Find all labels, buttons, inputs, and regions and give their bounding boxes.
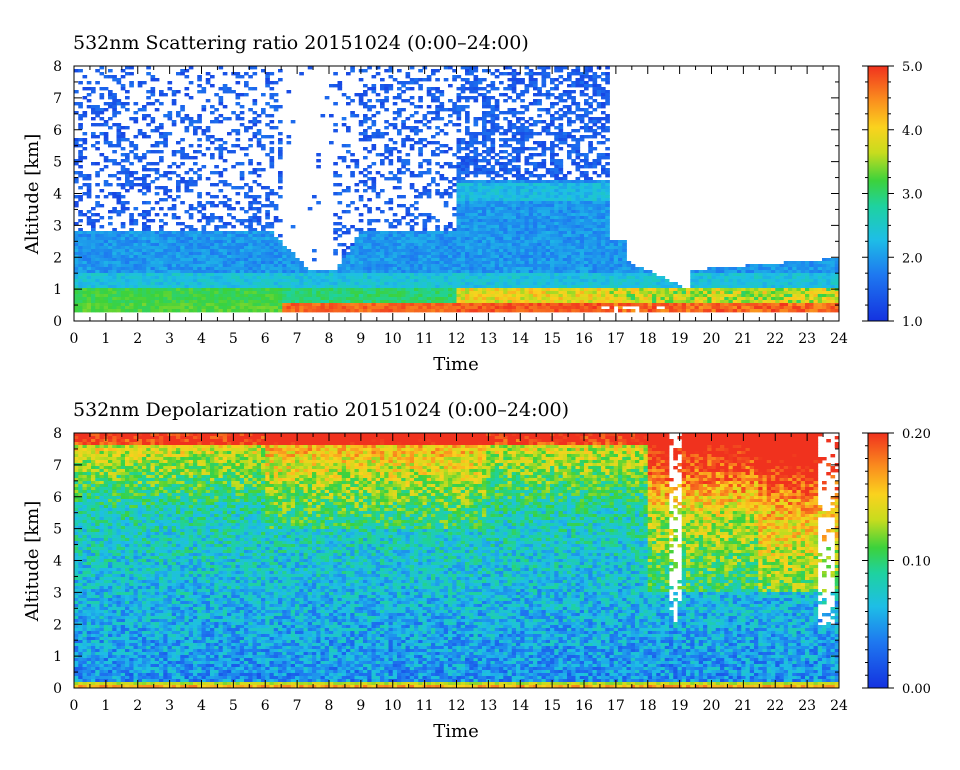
x-tick-label: 13 [479, 698, 497, 714]
x-tick-label: 5 [229, 698, 238, 714]
y-tick-label: 6 [53, 490, 62, 506]
colorbar-tick-label: 2.0 [902, 251, 923, 266]
y-tick-label: 0 [53, 681, 62, 697]
y-tick-label: 7 [53, 458, 62, 474]
y-tick-label: 8 [53, 59, 62, 75]
y-tick-label: 5 [53, 155, 62, 171]
x-tick-label: 8 [325, 698, 334, 714]
x-tick-label: 1 [101, 698, 110, 714]
x-tick-labels: 0 1 2 3 4 5 6 7 8 9 10 11 12 13 14 15 16 17 18 19 20 21 22 23 24 [70, 331, 848, 347]
x-tick-label: 18 [639, 331, 657, 347]
heatmap-image [74, 433, 839, 688]
x-tick-label: 11 [416, 698, 434, 714]
chart-panel-depolarization: 532nm Depolarization ratio 20151024 (0:0… [22, 399, 931, 742]
colorbar-tick-label: 0.20 [902, 427, 931, 442]
x-tick-label: 22 [766, 331, 784, 347]
x-tick-label: 11 [416, 331, 434, 347]
y-tick-label: 4 [53, 187, 62, 203]
x-tick-label: 16 [575, 331, 593, 347]
y-tick-label: 1 [53, 282, 62, 298]
x-tick-label: 6 [261, 331, 270, 347]
y-tick-label: 7 [53, 91, 62, 107]
chart-panel-scattering: 532nm Scattering ratio 20151024 (0:00–24… [22, 32, 923, 375]
y-axis-label: Altitude [km] [22, 134, 43, 256]
x-tick-label: 4 [197, 331, 206, 347]
x-tick-label: 7 [293, 331, 302, 347]
colorbar-gradient [868, 433, 888, 688]
x-tick-label: 21 [734, 331, 752, 347]
x-tick-label: 10 [384, 331, 402, 347]
colorbar: 0.00 0.10 0.20 [862, 427, 931, 697]
colorbar-tick-label: 4.0 [902, 124, 923, 139]
chart-title: 532nm Scattering ratio 20151024 (0:00–24… [73, 32, 529, 54]
y-tick-labels: 0 1 2 3 4 5 6 7 8 [53, 426, 62, 697]
x-tick-label: 14 [511, 698, 529, 714]
x-tick-label: 9 [356, 698, 365, 714]
y-tick-label: 3 [53, 218, 62, 234]
x-tick-label: 7 [293, 698, 302, 714]
x-tick-label: 24 [830, 698, 848, 714]
x-tick-label: 0 [70, 331, 79, 347]
colorbar: 1.0 2.0 3.0 4.0 5.0 [862, 60, 923, 330]
heatmap-image [74, 66, 839, 321]
x-axis-label: Time [433, 354, 478, 375]
y-tick-label: 4 [53, 554, 62, 570]
x-tick-label: 1 [101, 331, 110, 347]
x-tick-label: 19 [671, 698, 689, 714]
x-tick-label: 9 [356, 331, 365, 347]
x-tick-label: 18 [639, 698, 657, 714]
x-tick-label: 16 [575, 698, 593, 714]
x-tick-label: 20 [703, 698, 721, 714]
colorbar-tick-label: 1.0 [902, 315, 923, 330]
y-tick-label: 2 [53, 617, 62, 633]
x-tick-label: 0 [70, 698, 79, 714]
x-tick-label: 2 [133, 331, 142, 347]
x-tick-label: 3 [165, 331, 174, 347]
y-tick-label: 5 [53, 522, 62, 538]
x-tick-label: 6 [261, 698, 270, 714]
x-tick-label: 14 [511, 331, 529, 347]
x-tick-label: 3 [165, 698, 174, 714]
y-tick-label: 6 [53, 123, 62, 139]
colorbar-tick-label: 3.0 [902, 188, 923, 203]
x-tick-label: 15 [543, 331, 561, 347]
y-axis-label: Altitude [km] [22, 501, 43, 623]
x-tick-label: 21 [734, 698, 752, 714]
x-tick-labels: 0 1 2 3 4 5 6 7 8 9 10 11 12 13 14 15 16 17 18 19 20 21 22 23 24 [70, 698, 848, 714]
y-tick-label: 3 [53, 585, 62, 601]
x-tick-label: 20 [703, 331, 721, 347]
colorbar-tick-label: 5.0 [902, 60, 923, 75]
x-tick-label: 23 [798, 331, 816, 347]
x-axis-label: Time [433, 721, 478, 742]
x-tick-label: 22 [766, 698, 784, 714]
x-tick-label: 24 [830, 331, 848, 347]
x-tick-label: 12 [448, 698, 466, 714]
x-tick-label: 5 [229, 331, 238, 347]
chart-title: 532nm Depolarization ratio 20151024 (0:0… [73, 399, 569, 421]
x-tick-label: 8 [325, 331, 334, 347]
x-tick-label: 12 [448, 331, 466, 347]
colorbar-gradient [868, 66, 888, 321]
x-tick-label: 2 [133, 698, 142, 714]
x-tick-label: 17 [607, 698, 625, 714]
y-tick-labels: 0 1 2 3 4 5 6 7 8 [53, 59, 62, 330]
x-tick-label: 10 [384, 698, 402, 714]
colorbar-tick-label: 0.00 [902, 682, 931, 697]
x-tick-label: 19 [671, 331, 689, 347]
y-tick-label: 1 [53, 649, 62, 665]
y-tick-label: 2 [53, 250, 62, 266]
x-tick-label: 13 [479, 331, 497, 347]
x-tick-label: 23 [798, 698, 816, 714]
y-tick-label: 8 [53, 426, 62, 442]
x-tick-label: 17 [607, 331, 625, 347]
x-tick-label: 15 [543, 698, 561, 714]
y-tick-label: 0 [53, 314, 62, 330]
colorbar-tick-label: 0.10 [902, 555, 931, 570]
x-tick-label: 4 [197, 698, 206, 714]
